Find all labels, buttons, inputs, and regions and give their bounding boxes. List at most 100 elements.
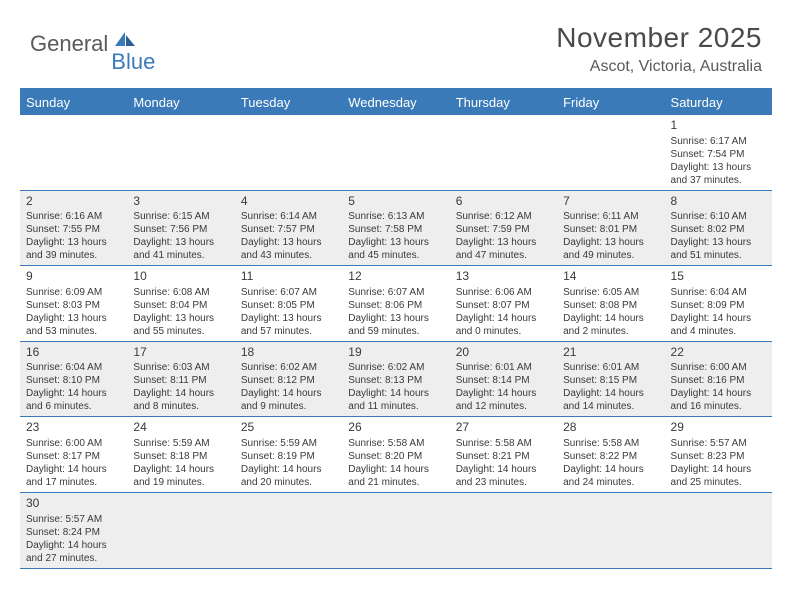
- sunrise-line: Sunrise: 6:16 AM: [26, 210, 121, 223]
- sunset-line: Sunset: 8:24 PM: [26, 526, 121, 539]
- daylight-line: and 25 minutes.: [671, 476, 766, 489]
- daylight-line: and 27 minutes.: [26, 552, 121, 565]
- sunrise-line: Sunrise: 5:57 AM: [26, 513, 121, 526]
- sunset-line: Sunset: 8:23 PM: [671, 450, 766, 463]
- sunset-line: Sunset: 8:11 PM: [133, 374, 228, 387]
- sunrise-line: Sunrise: 6:01 AM: [456, 361, 551, 374]
- daylight-line: and 19 minutes.: [133, 476, 228, 489]
- daylight-line: and 6 minutes.: [26, 400, 121, 413]
- day-cell: 30Sunrise: 5:57 AMSunset: 8:24 PMDayligh…: [20, 492, 127, 568]
- daylight-line: Daylight: 13 hours: [241, 236, 336, 249]
- title-block: November 2025 Ascot, Victoria, Australia: [556, 22, 762, 76]
- day-cell: 14Sunrise: 6:05 AMSunset: 8:08 PMDayligh…: [557, 266, 664, 342]
- daylight-line: Daylight: 13 hours: [671, 161, 766, 174]
- day-cell: [127, 115, 234, 190]
- sunrise-line: Sunrise: 6:13 AM: [348, 210, 443, 223]
- sunrise-line: Sunrise: 6:02 AM: [348, 361, 443, 374]
- daylight-line: Daylight: 14 hours: [133, 463, 228, 476]
- day-cell: 16Sunrise: 6:04 AMSunset: 8:10 PMDayligh…: [20, 341, 127, 417]
- month-year-title: November 2025: [556, 22, 762, 54]
- sunset-line: Sunset: 8:09 PM: [671, 299, 766, 312]
- sunrise-line: Sunrise: 6:15 AM: [133, 210, 228, 223]
- daylight-line: Daylight: 14 hours: [671, 387, 766, 400]
- day-number: 10: [133, 269, 228, 285]
- day-cell: 29Sunrise: 5:57 AMSunset: 8:23 PMDayligh…: [665, 417, 772, 493]
- day-number: 14: [563, 269, 658, 285]
- sunrise-line: Sunrise: 6:06 AM: [456, 286, 551, 299]
- daylight-line: and 57 minutes.: [241, 325, 336, 338]
- day-number: 27: [456, 420, 551, 436]
- daylight-line: and 11 minutes.: [348, 400, 443, 413]
- week-row: 2Sunrise: 6:16 AMSunset: 7:55 PMDaylight…: [20, 190, 772, 266]
- day-number: 19: [348, 345, 443, 361]
- day-number: 20: [456, 345, 551, 361]
- daylight-line: Daylight: 13 hours: [563, 236, 658, 249]
- day-cell: [20, 115, 127, 190]
- daylight-line: Daylight: 13 hours: [26, 312, 121, 325]
- day-cell: 10Sunrise: 6:08 AMSunset: 8:04 PMDayligh…: [127, 266, 234, 342]
- daylight-line: and 16 minutes.: [671, 400, 766, 413]
- daylight-line: Daylight: 14 hours: [563, 387, 658, 400]
- day-cell: 4Sunrise: 6:14 AMSunset: 7:57 PMDaylight…: [235, 190, 342, 266]
- day-cell: 12Sunrise: 6:07 AMSunset: 8:06 PMDayligh…: [342, 266, 449, 342]
- sunrise-line: Sunrise: 5:57 AM: [671, 437, 766, 450]
- day-cell: 17Sunrise: 6:03 AMSunset: 8:11 PMDayligh…: [127, 341, 234, 417]
- week-row: 1Sunrise: 6:17 AMSunset: 7:54 PMDaylight…: [20, 115, 772, 190]
- day-cell: 26Sunrise: 5:58 AMSunset: 8:20 PMDayligh…: [342, 417, 449, 493]
- sunrise-line: Sunrise: 6:07 AM: [348, 286, 443, 299]
- daylight-line: and 49 minutes.: [563, 249, 658, 262]
- daylight-line: Daylight: 14 hours: [26, 387, 121, 400]
- sunrise-line: Sunrise: 6:02 AM: [241, 361, 336, 374]
- sunset-line: Sunset: 8:14 PM: [456, 374, 551, 387]
- daylight-line: and 12 minutes.: [456, 400, 551, 413]
- sunset-line: Sunset: 7:54 PM: [671, 148, 766, 161]
- daylight-line: and 9 minutes.: [241, 400, 336, 413]
- sunrise-line: Sunrise: 5:58 AM: [348, 437, 443, 450]
- sunrise-line: Sunrise: 6:07 AM: [241, 286, 336, 299]
- day-cell: 18Sunrise: 6:02 AMSunset: 8:12 PMDayligh…: [235, 341, 342, 417]
- sunrise-line: Sunrise: 6:11 AM: [563, 210, 658, 223]
- day-cell: 28Sunrise: 5:58 AMSunset: 8:22 PMDayligh…: [557, 417, 664, 493]
- daylight-line: and 24 minutes.: [563, 476, 658, 489]
- day-cell: 19Sunrise: 6:02 AMSunset: 8:13 PMDayligh…: [342, 341, 449, 417]
- daylight-line: and 41 minutes.: [133, 249, 228, 262]
- day-header-row: Sunday Monday Tuesday Wednesday Thursday…: [20, 89, 772, 115]
- sunrise-line: Sunrise: 6:03 AM: [133, 361, 228, 374]
- day-number: 7: [563, 194, 658, 210]
- day-number: 29: [671, 420, 766, 436]
- day-cell: 5Sunrise: 6:13 AMSunset: 7:58 PMDaylight…: [342, 190, 449, 266]
- day-cell: 1Sunrise: 6:17 AMSunset: 7:54 PMDaylight…: [665, 115, 772, 190]
- day-number: 9: [26, 269, 121, 285]
- daylight-line: Daylight: 14 hours: [563, 463, 658, 476]
- daylight-line: and 14 minutes.: [563, 400, 658, 413]
- daylight-line: Daylight: 14 hours: [456, 387, 551, 400]
- day-number: 25: [241, 420, 336, 436]
- day-number: 21: [563, 345, 658, 361]
- daylight-line: Daylight: 14 hours: [241, 463, 336, 476]
- sunrise-line: Sunrise: 6:14 AM: [241, 210, 336, 223]
- day-cell: 3Sunrise: 6:15 AMSunset: 7:56 PMDaylight…: [127, 190, 234, 266]
- sunset-line: Sunset: 7:59 PM: [456, 223, 551, 236]
- day-cell: [557, 492, 664, 568]
- col-monday: Monday: [127, 89, 234, 115]
- logo-text-blue: Blue: [111, 49, 155, 75]
- sunset-line: Sunset: 8:08 PM: [563, 299, 658, 312]
- sunset-line: Sunset: 8:04 PM: [133, 299, 228, 312]
- day-number: 8: [671, 194, 766, 210]
- sunset-line: Sunset: 7:56 PM: [133, 223, 228, 236]
- sunrise-line: Sunrise: 6:17 AM: [671, 135, 766, 148]
- sunset-line: Sunset: 8:17 PM: [26, 450, 121, 463]
- day-number: 17: [133, 345, 228, 361]
- sunset-line: Sunset: 8:02 PM: [671, 223, 766, 236]
- sunset-line: Sunset: 8:15 PM: [563, 374, 658, 387]
- day-cell: [450, 115, 557, 190]
- sunrise-line: Sunrise: 5:59 AM: [241, 437, 336, 450]
- daylight-line: Daylight: 14 hours: [133, 387, 228, 400]
- sunset-line: Sunset: 8:12 PM: [241, 374, 336, 387]
- day-cell: [450, 492, 557, 568]
- day-number: 12: [348, 269, 443, 285]
- daylight-line: and 20 minutes.: [241, 476, 336, 489]
- week-row: 23Sunrise: 6:00 AMSunset: 8:17 PMDayligh…: [20, 417, 772, 493]
- sunrise-line: Sunrise: 6:01 AM: [563, 361, 658, 374]
- day-cell: 7Sunrise: 6:11 AMSunset: 8:01 PMDaylight…: [557, 190, 664, 266]
